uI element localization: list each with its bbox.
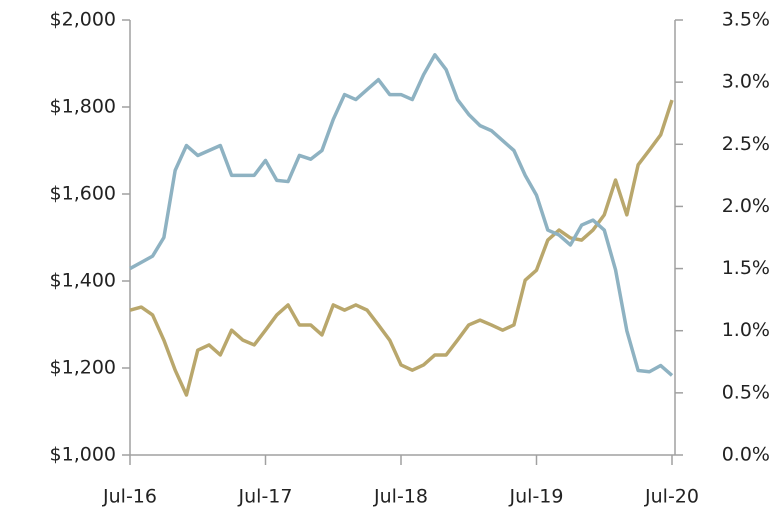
y-tick-label: $1,000: [50, 444, 116, 466]
y-tick-label: $1,200: [50, 357, 116, 379]
x-tick-label: Jul-20: [644, 486, 699, 508]
x-tick-label: Jul-16: [102, 486, 157, 508]
series-line: [129, 53, 674, 377]
y-tick-label: $1,800: [50, 96, 116, 118]
y2-tick-label: 3.0%: [722, 71, 770, 93]
y2-tick-label: 0.5%: [722, 381, 770, 403]
y-tick-label: $1,400: [50, 270, 116, 292]
x-tick-label: Jul-17: [238, 486, 293, 508]
series-line: [129, 99, 674, 397]
y2-tick-label: 3.5%: [722, 9, 770, 31]
y2-tick-label: 1.0%: [722, 319, 770, 341]
y2-tick-label: 2.0%: [722, 195, 770, 217]
y2-tick-label: 1.5%: [722, 257, 770, 279]
y-tick-label: $2,000: [50, 9, 116, 31]
x-tick-label: Jul-19: [509, 486, 564, 508]
y2-tick-label: 2.5%: [722, 133, 770, 155]
y2-tick-label: 0.0%: [722, 444, 770, 466]
y-tick-label: $1,600: [50, 183, 116, 205]
x-tick-label: Jul-18: [373, 486, 428, 508]
